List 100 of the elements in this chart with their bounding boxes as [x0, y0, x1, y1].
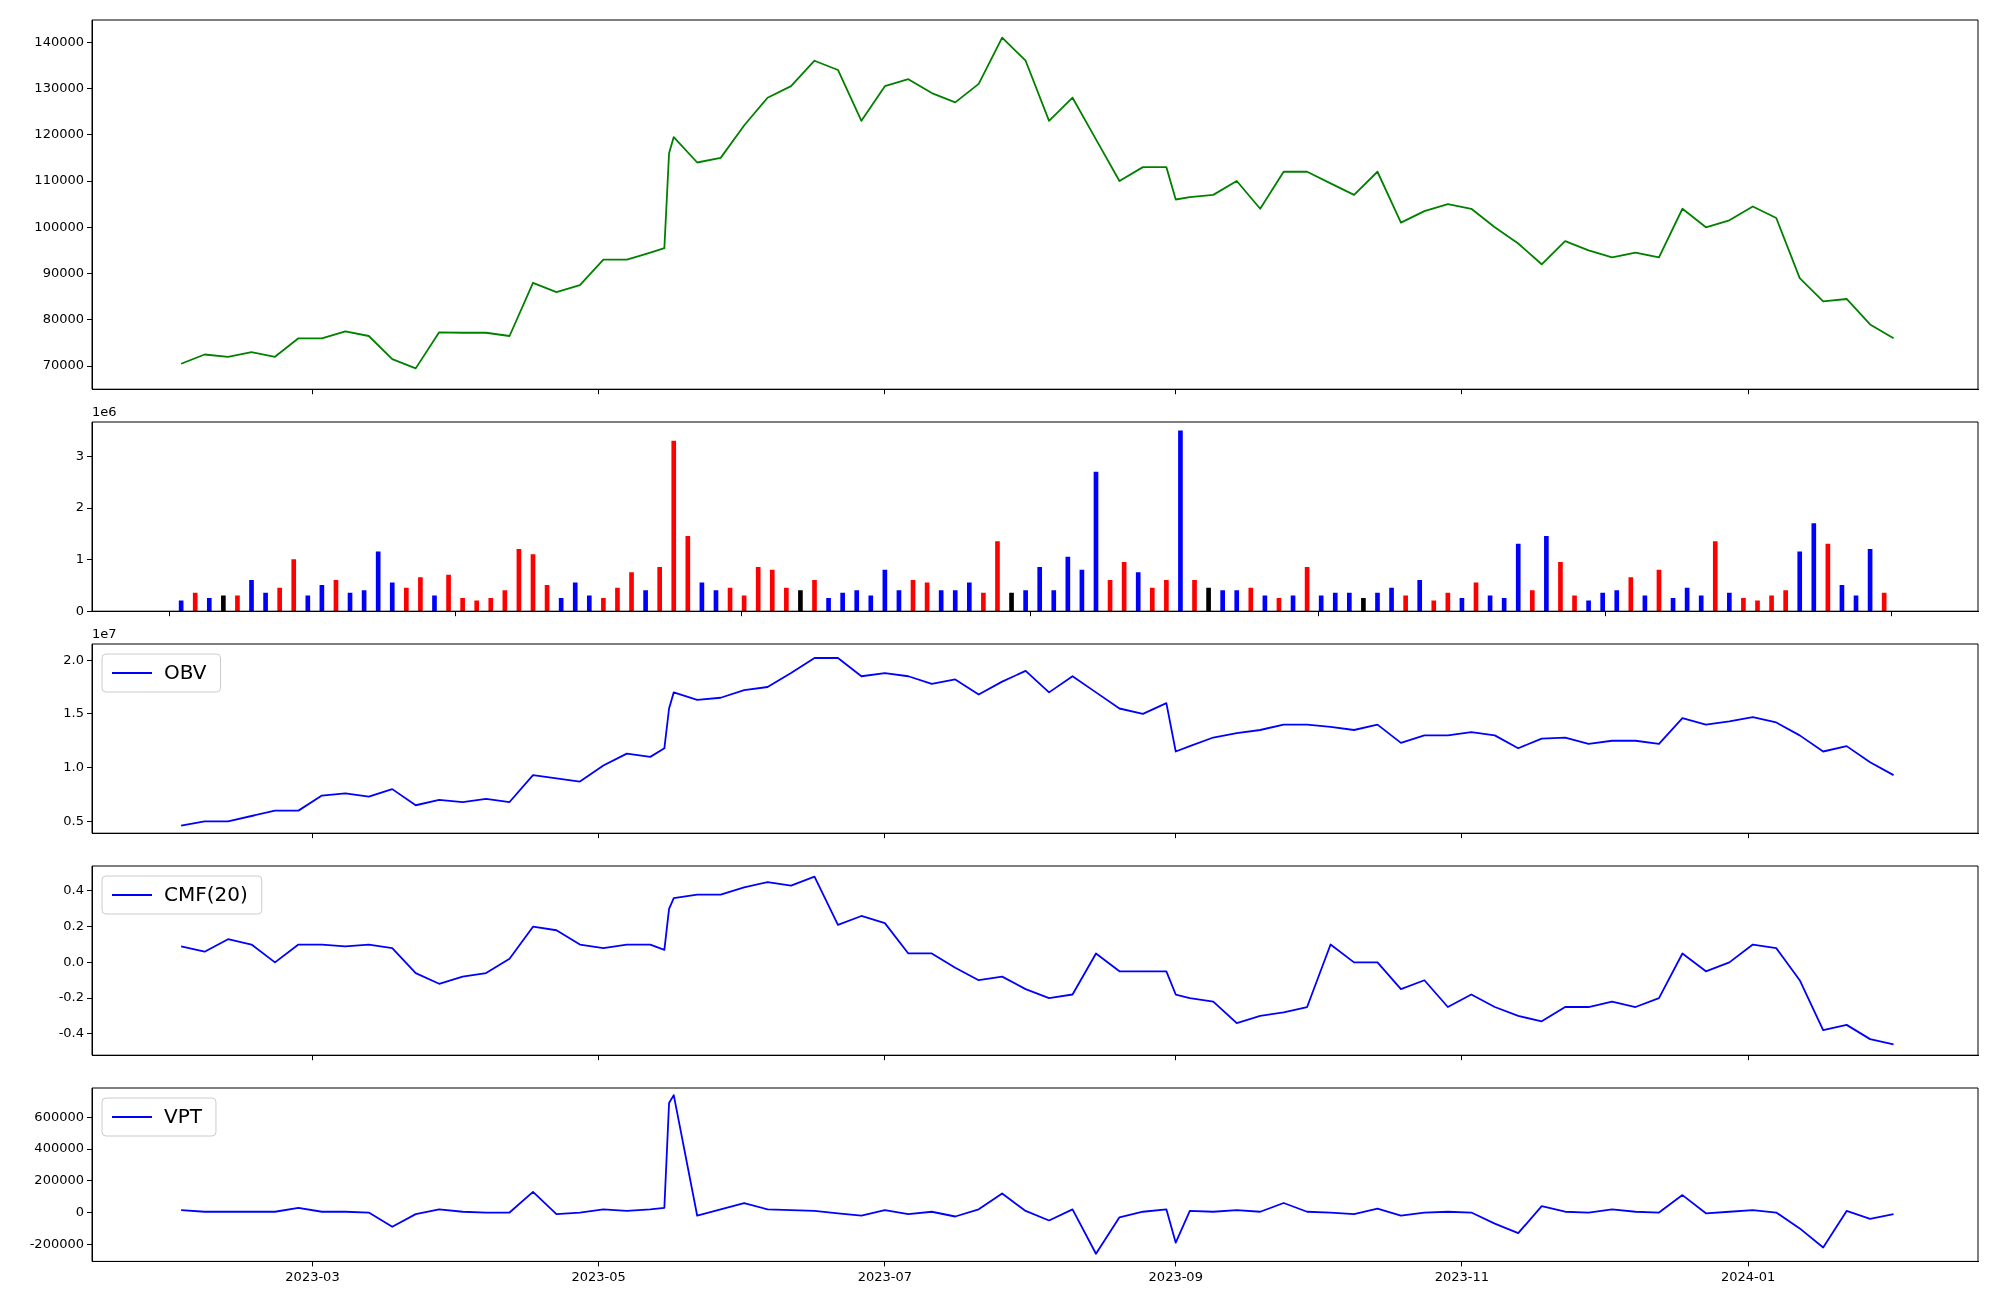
bar: [1811, 523, 1817, 612]
bar: [1558, 561, 1563, 612]
bar: [1037, 567, 1043, 612]
y-tick-label: 0.4: [63, 882, 84, 898]
legend-label: OBV: [164, 660, 207, 685]
legend-label: VPT: [164, 1104, 203, 1129]
bar: [1755, 600, 1760, 612]
bar: [1712, 541, 1718, 612]
text: 1e7: [92, 625, 117, 641]
y-tick-label: 140000: [34, 33, 84, 49]
bar: [1178, 430, 1183, 612]
bar: [249, 579, 254, 612]
bar: [685, 536, 691, 612]
bar: [769, 569, 775, 612]
bar: [1375, 592, 1380, 612]
bar: [840, 592, 845, 612]
bar: [375, 551, 381, 612]
bar: [826, 597, 831, 612]
y-tick-label: 0: [75, 602, 84, 618]
legend-label: CMF(20): [164, 882, 248, 907]
bar: [615, 587, 620, 612]
y-tick-label: 1.5: [63, 705, 84, 721]
bar: [643, 590, 648, 612]
bar: [868, 595, 874, 612]
y-tick-label: 120000: [34, 126, 84, 142]
bar: [1586, 600, 1591, 612]
bar: [1135, 572, 1141, 612]
x-tick-label: 2023-03: [285, 1268, 340, 1284]
bar: [1051, 590, 1057, 612]
bar: [981, 592, 986, 612]
y-tick-label: 2: [75, 499, 84, 515]
bar: [263, 592, 268, 612]
bar: [1234, 590, 1240, 612]
y-tick-label: 0.5: [63, 812, 84, 828]
y-tick-label: -0.2: [58, 989, 84, 1005]
bar: [1332, 592, 1338, 612]
bar: [601, 597, 606, 612]
bar: [755, 567, 761, 612]
bar: [1220, 590, 1225, 612]
bar: [854, 590, 860, 612]
bar: [1417, 579, 1423, 612]
bar: [1544, 536, 1549, 612]
bar: [1248, 587, 1254, 612]
x-tick-label: 2023-07: [857, 1268, 913, 1284]
bar: [432, 595, 437, 612]
x-tick-label: 2023-09: [1148, 1268, 1203, 1284]
bar: [1741, 597, 1746, 612]
y-tick-label: 0.0: [63, 953, 84, 969]
y-tick-label: 130000: [34, 79, 84, 95]
bar: [418, 577, 423, 612]
y-tick-label: 600000: [34, 1108, 84, 1124]
x-tick-label: 2024-01: [1720, 1268, 1776, 1284]
bar: [1389, 587, 1394, 612]
bar: [1403, 595, 1408, 612]
bar: [488, 597, 494, 612]
y-tick-label: 400000: [34, 1140, 84, 1156]
bar: [1727, 592, 1732, 612]
y-tick-label: 0: [75, 1203, 84, 1219]
y-tick-label: 2.0: [63, 651, 84, 667]
bar: [1797, 551, 1803, 612]
bar: [1192, 579, 1197, 612]
y-tick-label: 0.2: [63, 918, 84, 934]
bar: [277, 587, 282, 612]
bar: [1698, 595, 1704, 612]
y-tick-label: 1.0: [63, 759, 84, 774]
bar: [671, 440, 677, 612]
bar: [1149, 587, 1155, 612]
bar: [629, 572, 634, 612]
bar: [966, 582, 972, 612]
bar: [1023, 590, 1028, 612]
bar: [404, 587, 409, 612]
bar: [1614, 590, 1620, 612]
bar: [812, 579, 817, 612]
bar: [206, 597, 212, 612]
bar: [1164, 579, 1169, 612]
y-tick-label: 70000: [42, 357, 84, 373]
bar: [657, 567, 663, 612]
y-tick-label: 1: [75, 551, 84, 567]
y-tick-label: -200000: [29, 1235, 84, 1251]
bar: [1600, 592, 1606, 612]
bar: [1529, 590, 1535, 612]
bar: [1431, 600, 1437, 612]
x-tick-label: 2023-11: [1434, 1268, 1490, 1284]
y-tick-label: 100000: [34, 218, 84, 234]
bar: [1783, 590, 1788, 612]
bar: [1318, 595, 1324, 612]
bar: [1347, 592, 1352, 612]
bar: [389, 582, 395, 612]
bar: [1572, 595, 1577, 612]
y-tick-label: 110000: [34, 172, 84, 188]
bar: [291, 559, 297, 612]
bar: [995, 541, 1000, 612]
y-tick-label: 80000: [42, 311, 84, 327]
bar: [235, 595, 240, 612]
bar: [192, 592, 198, 612]
bar: [952, 590, 958, 612]
bar: [572, 582, 578, 612]
y-tick-label: 90000: [42, 264, 84, 280]
bar: [305, 595, 311, 612]
bar: [1515, 543, 1521, 612]
